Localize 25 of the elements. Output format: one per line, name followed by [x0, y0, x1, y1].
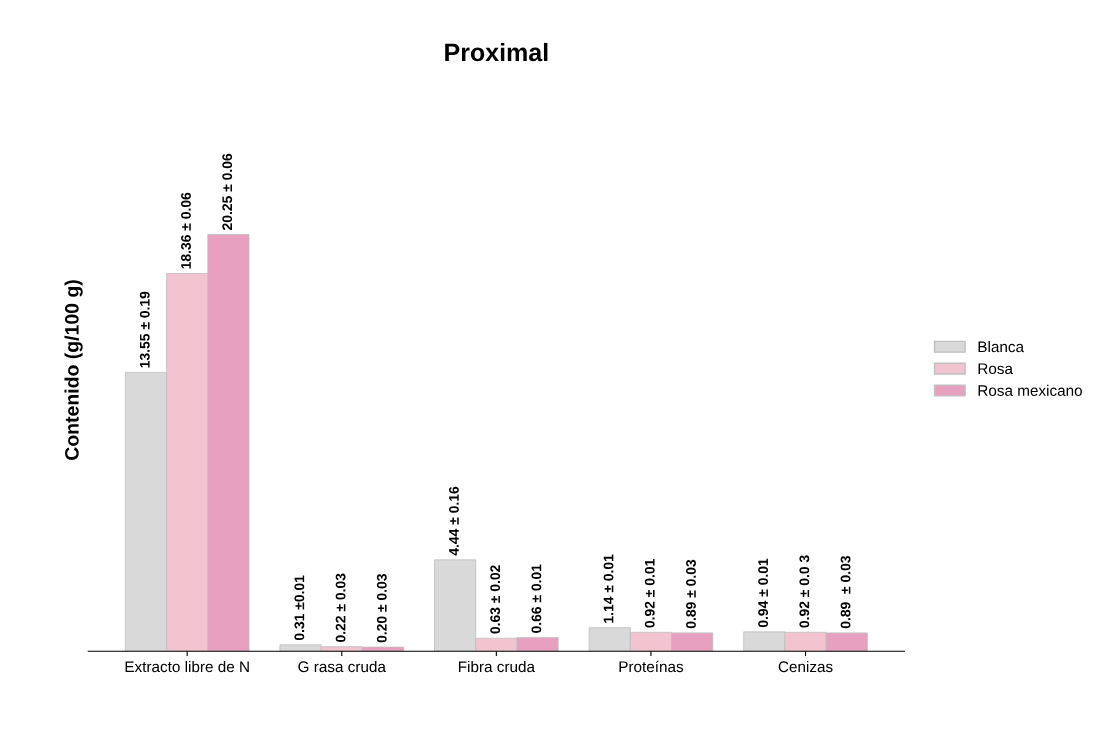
x-tick-label: Cenizas: [778, 660, 833, 673]
x-tick-label: G rasa cruda: [298, 660, 386, 673]
data-label: 20.25 ± 0.06: [222, 153, 233, 230]
data-label: 0.94 ± 0.01: [758, 558, 769, 628]
data-label: 0.22 ± 0.03: [335, 573, 346, 642]
data-label: 0.89 ± 0.03: [840, 555, 851, 629]
legend-label: Blanca: [978, 341, 1025, 353]
data-label: 0.63 ± 0.02: [490, 565, 501, 634]
legend-label: Rosa mexicano: [978, 384, 1082, 396]
data-label: 0.20 ± 0.03: [376, 574, 387, 643]
data-label: 1.14 ± 0.01: [603, 554, 614, 623]
chart-title: Proximal: [445, 42, 548, 62]
data-label: 0.31 ±0.01: [294, 575, 305, 641]
data-label: 18.36 ± 0.06: [181, 192, 191, 269]
y-axis-title: Contenido (g/100 g): [64, 280, 83, 460]
x-tick-label: Extracto libre de N: [125, 660, 249, 673]
data-label: 0.89 ± 0.03: [686, 559, 696, 629]
data-label: 0.92 ± 0.01: [644, 559, 655, 628]
legend-label: Rosa: [978, 363, 1013, 375]
x-tick-label: Proteínas: [619, 660, 684, 673]
data-label: 0.66 ± 0.01: [531, 564, 542, 633]
x-tick-label: Fibra cruda: [458, 660, 535, 673]
data-label: 13.55 ± 0.19: [139, 291, 150, 368]
data-label: 4.44 ± 0.16: [449, 486, 459, 556]
data-label: 0.92 ± 0.0 3: [799, 555, 810, 628]
